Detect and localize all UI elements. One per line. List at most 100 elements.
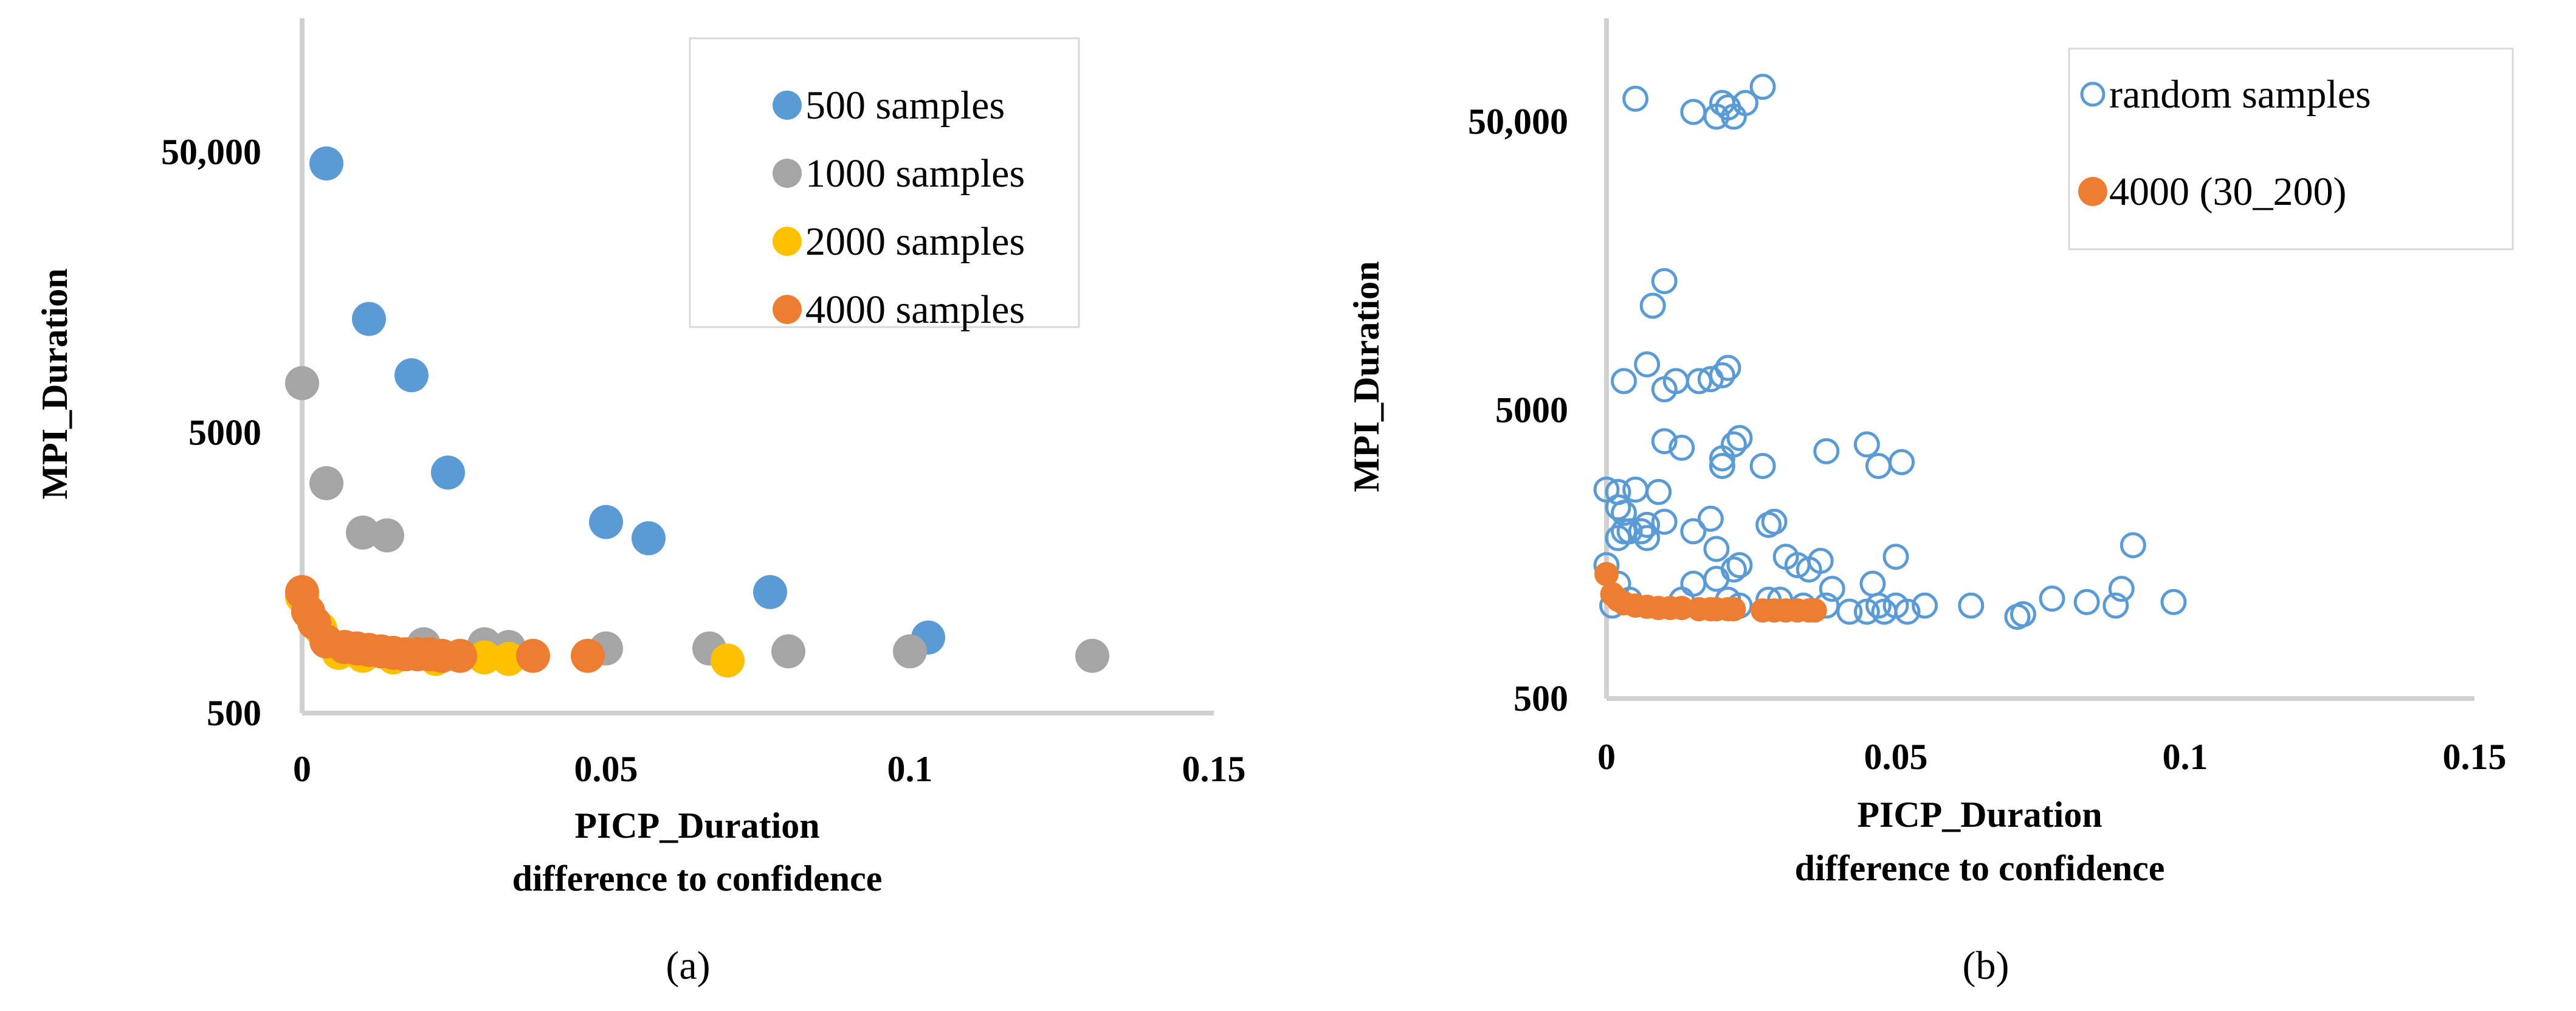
data-point: [370, 518, 404, 553]
y-axis-title: MPI_Duration: [35, 269, 75, 500]
data-point: [893, 634, 927, 669]
series-4000-30-200-: [1594, 562, 1827, 623]
chart-panel-a: 500 5000 50,000 0 0.05 0.1 0.15 MPI_Duration PIC…: [35, 18, 1246, 988]
data-point: [1715, 354, 1741, 381]
data-point: [711, 643, 745, 678]
data-point: [2102, 592, 2129, 619]
x-axis-title: PICP_Duration: [574, 806, 819, 846]
data-point: [467, 640, 501, 675]
data-point: [1594, 562, 1619, 587]
panel-label: (a): [666, 944, 710, 988]
data-point: [1634, 511, 1661, 538]
x-axis-subtitle: difference to confidence: [512, 858, 883, 899]
data-point: [1807, 548, 1834, 575]
y-tick-label: 5000: [188, 413, 261, 453]
data-point: [632, 521, 666, 556]
y-axis-title: MPI_Duration: [1346, 261, 1386, 492]
series-1000-samples: [285, 366, 1109, 673]
data-point: [2120, 532, 2146, 559]
legend: random samples 4000 (30_200): [2068, 47, 2514, 250]
data-point: [1749, 74, 1776, 100]
y-tick-label: 5000: [1495, 390, 1568, 430]
data-point: [1611, 368, 1638, 395]
data-point: [443, 638, 477, 673]
legend-label: 500 samples: [805, 83, 1005, 128]
legend-label: 4000 (30_200): [2109, 170, 2346, 214]
x-axis-subtitle: difference to confidence: [1795, 848, 2165, 888]
data-point: [2108, 576, 2135, 602]
data-point: [394, 358, 429, 393]
y-tick-label: 500: [1514, 678, 1568, 719]
x-tick-label: 0.15: [2443, 737, 2507, 777]
x-tick-label: 0.05: [574, 749, 638, 789]
data-point: [1703, 536, 1730, 562]
data-point: [1802, 598, 1827, 623]
data-point: [2039, 585, 2065, 612]
data-point: [1651, 267, 1678, 294]
data-point: [285, 366, 319, 401]
y-tick-label: 500: [207, 693, 261, 733]
chart-panel-b: 500 5000 50,000 0 0.05 0.1 0.15 MPI_Duration PIC…: [1346, 18, 2514, 988]
legend-marker: [2078, 177, 2107, 206]
legend-label: random samples: [2109, 72, 2371, 117]
data-point: [1836, 598, 1863, 625]
data-point: [1605, 525, 1631, 551]
data-point: [1720, 431, 1747, 458]
legend-marker: [773, 295, 802, 324]
legend-label: 4000 samples: [805, 288, 1025, 332]
data-point: [1680, 98, 1707, 125]
data-point: [1894, 598, 1921, 625]
data-point: [1732, 89, 1758, 116]
x-tick-label: 0.1: [887, 749, 933, 789]
data-point: [1709, 362, 1735, 388]
data-point: [309, 466, 343, 500]
legend-marker: [773, 159, 802, 188]
data-point: [1634, 351, 1661, 378]
data-point: [1680, 570, 1707, 597]
data-point: [1605, 494, 1631, 521]
x-tick-label: 0.15: [1182, 749, 1246, 789]
data-point: [1912, 592, 1938, 619]
data-point: [1749, 452, 1776, 479]
data-point: [309, 146, 343, 181]
legend-box: [689, 37, 1080, 328]
data-point: [1726, 424, 1753, 451]
data-point: [431, 455, 465, 490]
data-point: [1639, 292, 1666, 319]
panel-label: (b): [1963, 944, 2009, 988]
data-point: [2160, 588, 2187, 615]
data-point: [1721, 597, 1746, 622]
data-point: [1882, 543, 1909, 570]
data-point: [1622, 85, 1649, 112]
data-point: [571, 638, 605, 673]
data-point: [1859, 570, 1886, 597]
data-point: [352, 302, 386, 336]
data-point: [589, 505, 623, 539]
data-point: [1865, 452, 1892, 479]
data-point: [1628, 518, 1655, 545]
data-point: [2009, 601, 2036, 627]
x-tick-label: 0.1: [2163, 737, 2208, 777]
y-tick-label: 50,000: [1468, 102, 1568, 142]
legend-label: 2000 samples: [805, 219, 1025, 264]
data-point: [1645, 478, 1672, 505]
x-tick-label: 0: [293, 749, 311, 789]
data-point: [1634, 525, 1661, 551]
data-point: [1680, 518, 1707, 545]
x-tick-label: 0.05: [1864, 737, 1928, 777]
data-point: [516, 638, 550, 673]
data-point: [1761, 508, 1788, 535]
data-point: [1697, 505, 1724, 532]
data-point: [1819, 576, 1845, 602]
y-tick-label: 50,000: [161, 132, 261, 172]
series-4000-samples: [285, 575, 605, 673]
data-point: [1865, 592, 1892, 619]
data-point: [1958, 592, 1985, 619]
data-point: [753, 575, 787, 609]
data-point: [1889, 449, 1915, 475]
legend-marker: [773, 227, 802, 256]
data-point: [1709, 452, 1735, 479]
legend: 500 samples 1000 samples 2000 samples 4000 …: [689, 37, 1080, 332]
data-point: [1703, 565, 1730, 592]
